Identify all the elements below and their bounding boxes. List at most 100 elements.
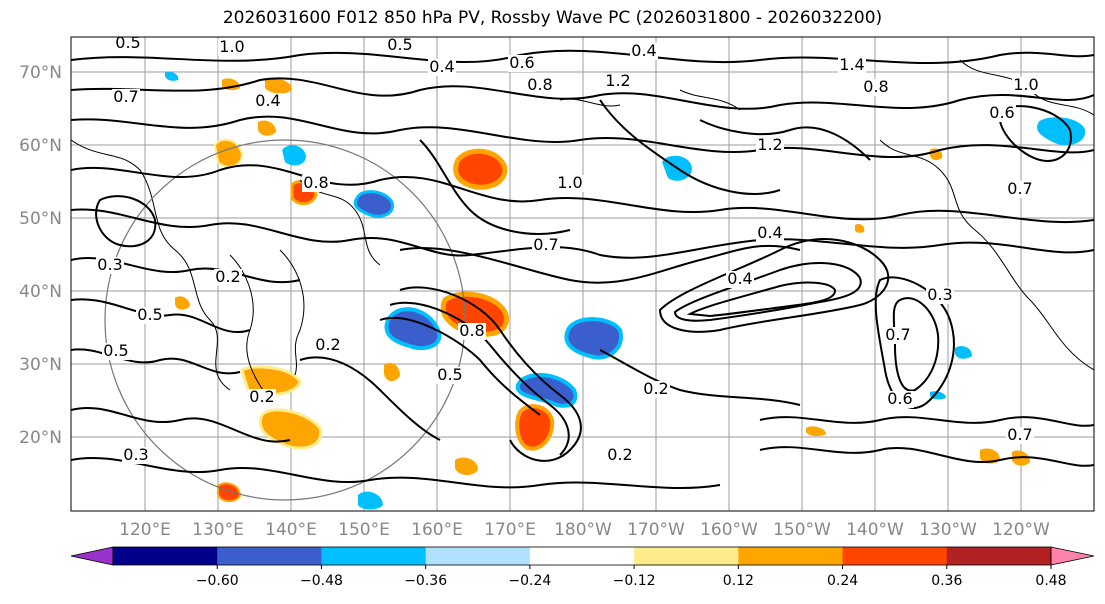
contour-label: 0.4 [757,223,782,242]
contour-label-bg [862,79,890,96]
contour-label: 0.7 [1007,179,1032,198]
contour-label-bg [756,225,784,242]
contour-label: 1.0 [1013,75,1038,94]
positive-anomalies [175,78,1030,502]
contour-label: 0.3 [927,285,952,304]
contour-label-bg [630,43,658,60]
contour-label-bg [114,37,142,52]
contour-label-bg [886,391,914,408]
colorbar-extend-min [70,546,114,566]
contour-label-bg [532,237,560,254]
colorbar-segment [634,547,739,565]
contour-label-bg [1012,77,1040,94]
pv-contours [71,49,1094,489]
contour-label: 0.2 [315,335,340,354]
contour-label: 0.2 [607,445,632,464]
colorbar-tick-label: 0.24 [827,573,858,589]
contour-label-bg [604,73,632,90]
contour-label: 0.4 [429,57,454,76]
contour-label-bg [556,175,584,192]
contour-label-bg [302,175,330,192]
contour-label-bg [254,93,282,110]
colorbar-segment [946,547,1052,565]
contour-label: 0.7 [533,235,558,254]
longitude-label: 130°E [192,520,244,540]
contour-label: 0.8 [527,75,552,94]
longitude-label: 120°W [992,520,1050,540]
contour-label: 0.6 [509,53,534,72]
map-title: 2026031600 F012 850 hPa PV, Rossby Wave … [222,8,883,28]
latitude-label: 30°N [19,355,62,375]
contour-label: 0.7 [1007,425,1032,444]
longitude-label: 150°E [338,520,390,540]
colorbar-tick-label: −0.24 [508,573,551,589]
longitude-label: 130°W [919,520,977,540]
contour-label-bg [606,447,634,464]
contour-label: 0.5 [137,305,162,324]
colorbar-segment [425,547,531,565]
contour-label-bg [218,39,246,56]
colorbar: −0.60 −0.48 −0.36 −0.24 −0.12 0.12 0.24 0.36 0.4… [70,546,1095,589]
contour-label-bg [122,447,150,464]
contour-label: 0.6 [887,389,912,408]
contour-label-bg [508,55,536,72]
longitude-label: 150°W [773,520,831,540]
longitude-label: 140°W [846,520,904,540]
colorbar-extend-max [1050,546,1095,566]
contour-label-bg [1006,427,1034,444]
colorbar-tick-label: −0.48 [300,573,343,589]
map-frame [70,36,1095,512]
contour-label-bg [436,367,464,384]
contour-label: 0.4 [255,91,280,110]
longitude-label: 170°W [627,520,685,540]
contour-label: 1.2 [757,135,782,154]
contour-label-bg [884,327,912,344]
contour-label-bg [988,105,1016,122]
contour-label-bg [838,57,866,74]
longitude-label: 140°E [265,520,317,540]
contour-labels: 0.5 1.0 0.5 0.4 0.6 0.4 1.4 1.0 0.4 0.8 1.2 0.8 0.7 0… [96,35,1040,464]
colorbar-segment [738,547,844,565]
colorbar-segment [217,547,322,565]
contour-label: 0.3 [97,255,122,274]
contour-label: 0.6 [989,103,1014,122]
latitude-label: 20°N [19,428,62,448]
contour-label-bg [526,77,554,94]
colorbar-tick-label: 0.48 [1035,573,1066,589]
contour-label-bg [428,59,456,76]
contour-label: 0.5 [387,35,412,54]
longitude-label: 180°W [554,520,612,540]
contour-label: 0.7 [113,87,138,106]
colorbar-segment [113,547,218,565]
contour-label-bg [386,37,414,54]
colorbar-segment [842,547,948,565]
colorbar-tick-label: 0.12 [723,573,754,589]
contour-label: 0.2 [643,379,668,398]
contour-label: 0.5 [437,365,462,384]
contour-label: 0.5 [103,341,128,360]
contour-label: 0.8 [459,321,484,340]
latitude-label: 50°N [19,209,62,229]
colorbar-tick-label: 0.36 [931,573,962,589]
contour-label-bg [756,137,784,154]
contour-label: 0.2 [249,387,274,406]
contour-label: 0.2 [215,267,240,286]
contour-label-bg [248,389,276,406]
contour-label-bg [136,307,164,324]
contour-label: 0.4 [727,269,752,288]
latitude-label: 70°N [19,63,62,83]
longitude-label: 160°W [700,520,758,540]
contour-label: 1.2 [605,71,630,90]
latitude-labels: 70°N 60°N 50°N 40°N 30°N 20°N [19,63,62,448]
longitude-label: 160°E [411,520,463,540]
contour-label-bg [1006,181,1034,198]
contour-label: 1.0 [557,173,582,192]
contour-label-bg [926,287,954,304]
longitude-label: 120°E [119,520,171,540]
contour-label-bg [642,381,670,398]
contour-label: 0.4 [631,41,656,60]
colorbar-segment [529,547,635,565]
contour-label: 0.8 [863,77,888,96]
colorbar-tick-label: −0.12 [613,573,656,589]
